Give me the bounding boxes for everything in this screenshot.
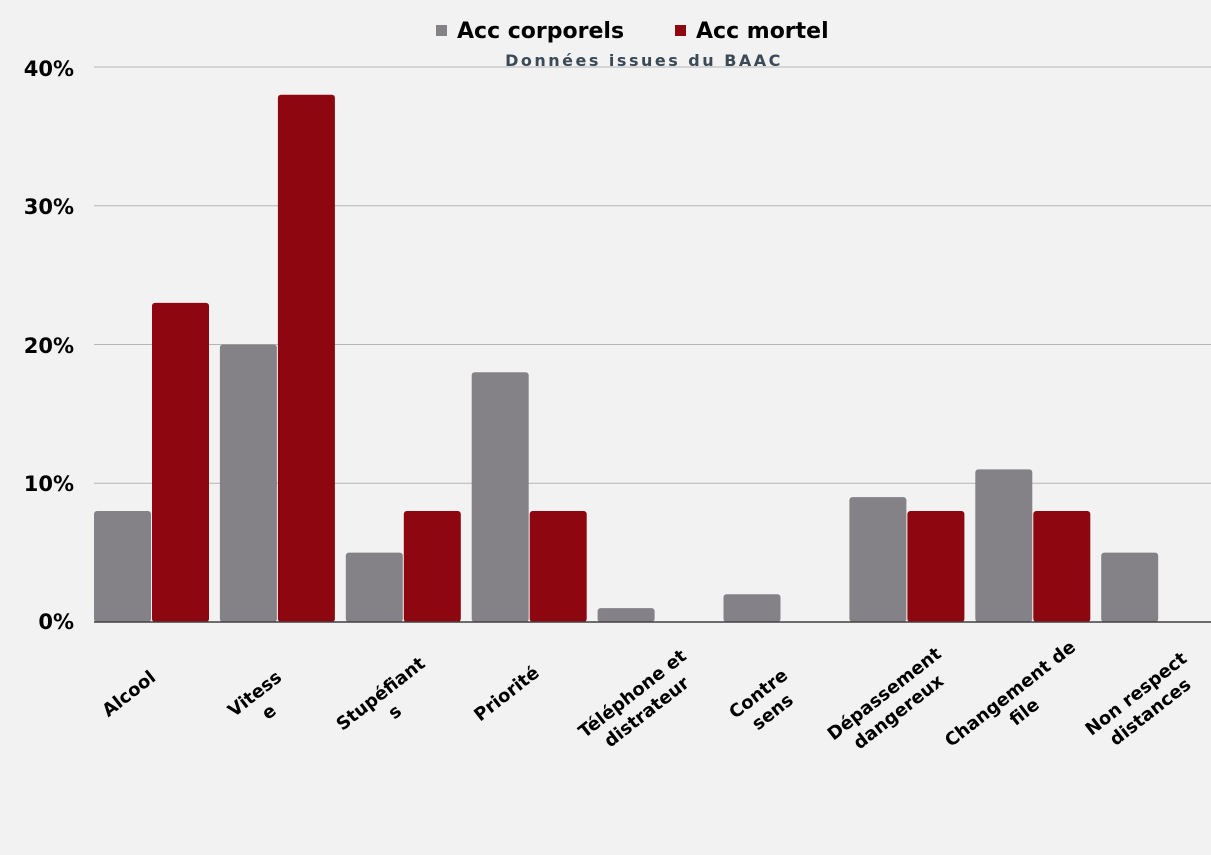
- legend-swatch-acc-corporels: [436, 25, 447, 36]
- x-tick-label: Contresens: [725, 665, 806, 742]
- x-tick-label: Alcool: [98, 667, 160, 722]
- bar-acc-mortel: [152, 302, 209, 622]
- bars: [94, 94, 1159, 622]
- bar-acc-mortel: [529, 511, 587, 622]
- bar-acc-mortel: [907, 511, 965, 622]
- legend: Acc corporels Acc mortel: [436, 19, 829, 44]
- y-tick-label: 10%: [24, 472, 74, 496]
- bar-acc-corporels: [849, 497, 907, 622]
- x-tick-label: Non respectdistances: [1082, 648, 1206, 758]
- y-axis-ticks: 0% 10% 20% 30% 40%: [24, 57, 74, 634]
- bar-acc-mortel: [1033, 511, 1091, 622]
- bar-acc-corporels: [471, 372, 529, 622]
- chart-subtitle: Données issues du BAAC: [505, 51, 783, 70]
- x-tick-label: Vitesse: [224, 667, 300, 740]
- y-tick-label: 20%: [24, 334, 74, 358]
- bar-acc-corporels: [94, 511, 151, 622]
- legend-swatch-acc-mortel: [675, 25, 686, 36]
- bar-acc-mortel: [403, 511, 461, 622]
- legend-label-acc-corporels: Acc corporels: [457, 19, 624, 44]
- x-tick-label: Dépassementdangereux: [824, 643, 960, 763]
- y-tick-label: 0%: [38, 610, 74, 634]
- legend-label-acc-mortel: Acc mortel: [696, 19, 829, 44]
- bar-acc-corporels: [597, 608, 655, 622]
- bar-acc-corporels: [975, 469, 1033, 622]
- x-tick-label: Téléphone etdistrateur: [575, 645, 705, 760]
- x-tick-label: Changement defile: [941, 637, 1094, 770]
- bar-acc-corporels: [1101, 552, 1159, 622]
- bar-acc-corporels: [345, 552, 403, 622]
- x-tick-label: Priorité: [470, 662, 543, 726]
- x-tick-label: Stupéfiants: [333, 653, 444, 753]
- x-axis-labels: Alcool Vitesse Stupéfiants Priorité Téléphon…: [98, 637, 1206, 770]
- y-tick-label: 30%: [24, 195, 74, 219]
- bar-acc-corporels: [723, 594, 781, 622]
- y-tick-label: 40%: [24, 57, 74, 81]
- bar-acc-mortel: [277, 94, 335, 622]
- bar-acc-corporels: [219, 344, 277, 622]
